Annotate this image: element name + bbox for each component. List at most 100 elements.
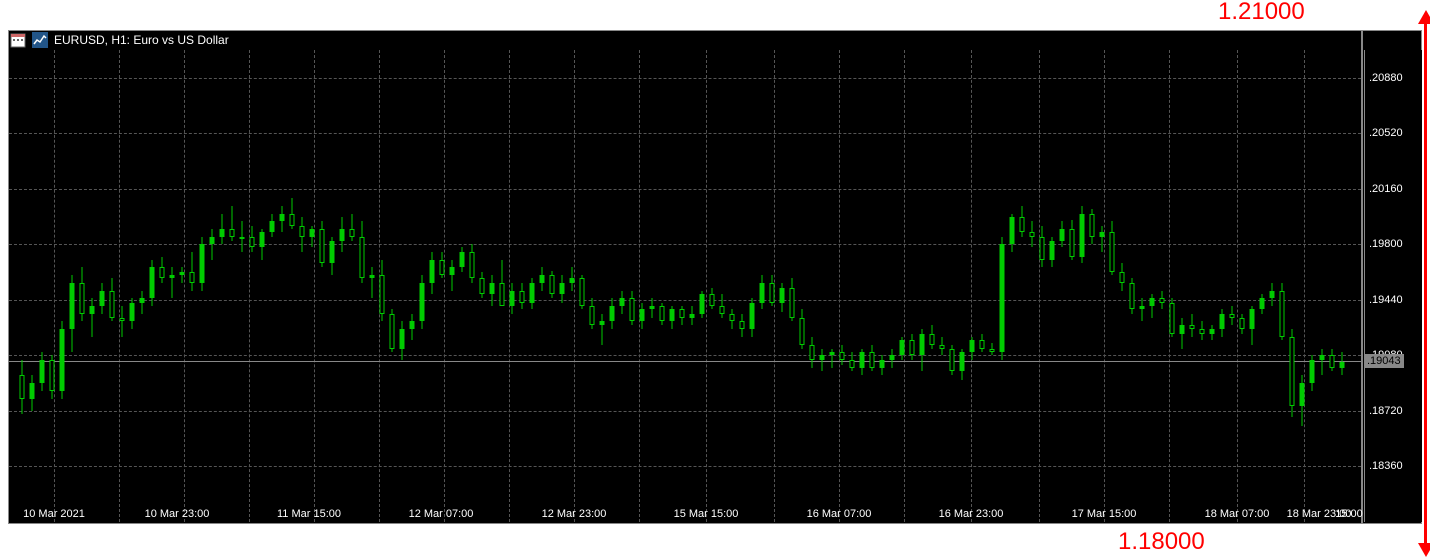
candle xyxy=(329,50,334,522)
candle xyxy=(1029,50,1034,522)
candle xyxy=(109,50,114,522)
candle xyxy=(1059,50,1064,522)
candle xyxy=(619,50,624,522)
candle xyxy=(1109,50,1114,522)
candle xyxy=(469,50,474,522)
candle xyxy=(1009,50,1014,522)
candle xyxy=(929,50,934,522)
candle xyxy=(309,50,314,522)
candle xyxy=(1339,50,1344,522)
candle xyxy=(1309,50,1314,522)
candle xyxy=(289,50,294,522)
candle xyxy=(639,50,644,522)
candle xyxy=(939,50,944,522)
candle xyxy=(479,50,484,522)
candle xyxy=(1269,50,1274,522)
candle xyxy=(799,50,804,522)
candle xyxy=(699,50,704,522)
candle xyxy=(209,50,214,522)
candle xyxy=(119,50,124,522)
candle xyxy=(79,50,84,522)
candle xyxy=(729,50,734,522)
range-arrow-head-down xyxy=(1418,543,1430,557)
candle xyxy=(149,50,154,522)
grid-line-vertical xyxy=(1104,50,1105,522)
grid-line-vertical xyxy=(54,50,55,522)
candle xyxy=(969,50,974,522)
y-axis-label: .18360 xyxy=(1369,460,1403,472)
candle xyxy=(399,50,404,522)
candle xyxy=(359,50,364,522)
candle xyxy=(669,50,674,522)
candle xyxy=(539,50,544,522)
candle xyxy=(499,50,504,522)
candle xyxy=(519,50,524,522)
candle xyxy=(789,50,794,522)
annotation-lower-limit: 1.18000 xyxy=(1118,528,1205,556)
candle xyxy=(659,50,664,522)
candle xyxy=(989,50,994,522)
candle xyxy=(899,50,904,522)
candle xyxy=(839,50,844,522)
candle xyxy=(1329,50,1334,522)
plot-area[interactable]: 10 Mar 202110 Mar 23:0011 Mar 15:0012 Ma… xyxy=(9,50,1361,522)
candle xyxy=(459,50,464,522)
y-axis: .18360.18720.19080.19440.19800.20160.205… xyxy=(1364,50,1422,522)
candle xyxy=(229,50,234,522)
candle xyxy=(369,50,374,522)
candle xyxy=(809,50,814,522)
candle xyxy=(159,50,164,522)
grid-line-vertical xyxy=(774,50,775,522)
candle xyxy=(449,50,454,522)
candle xyxy=(439,50,444,522)
candle xyxy=(349,50,354,522)
candle xyxy=(39,50,44,522)
y-axis-label: .18720 xyxy=(1369,405,1403,417)
range-arrow-line xyxy=(1424,22,1427,545)
candle xyxy=(609,50,614,522)
candle xyxy=(99,50,104,522)
candle xyxy=(489,50,494,522)
candle xyxy=(589,50,594,522)
candle xyxy=(1049,50,1054,522)
candle xyxy=(1179,50,1184,522)
candle xyxy=(1079,50,1084,522)
calendar-icon xyxy=(10,32,26,48)
candle xyxy=(1199,50,1204,522)
candle xyxy=(889,50,894,522)
grid-line-vertical xyxy=(444,50,445,522)
candle xyxy=(259,50,264,522)
y-axis-label: .20160 xyxy=(1369,183,1403,195)
candle xyxy=(379,50,384,522)
candle xyxy=(739,50,744,522)
candle xyxy=(1129,50,1134,522)
candle xyxy=(689,50,694,522)
candle xyxy=(749,50,754,522)
candle xyxy=(569,50,574,522)
candle xyxy=(949,50,954,522)
candle xyxy=(249,50,254,522)
y-axis-label: .19800 xyxy=(1369,238,1403,250)
candle xyxy=(1299,50,1304,522)
grid-line-vertical xyxy=(314,50,315,522)
candle xyxy=(1089,50,1094,522)
candle xyxy=(629,50,634,522)
candle xyxy=(299,50,304,522)
candle xyxy=(1139,50,1144,522)
candle xyxy=(779,50,784,522)
candle xyxy=(239,50,244,522)
candle xyxy=(49,50,54,522)
candle xyxy=(769,50,774,522)
candle xyxy=(429,50,434,522)
candle xyxy=(579,50,584,522)
candle xyxy=(1209,50,1214,522)
range-arrow-head-up xyxy=(1418,10,1430,24)
candle xyxy=(679,50,684,522)
chart-title: EURUSD, H1: Euro vs US Dollar xyxy=(54,33,229,47)
candle xyxy=(69,50,74,522)
candle xyxy=(819,50,824,522)
candle xyxy=(279,50,284,522)
candle xyxy=(549,50,554,522)
candle xyxy=(849,50,854,522)
candle xyxy=(829,50,834,522)
